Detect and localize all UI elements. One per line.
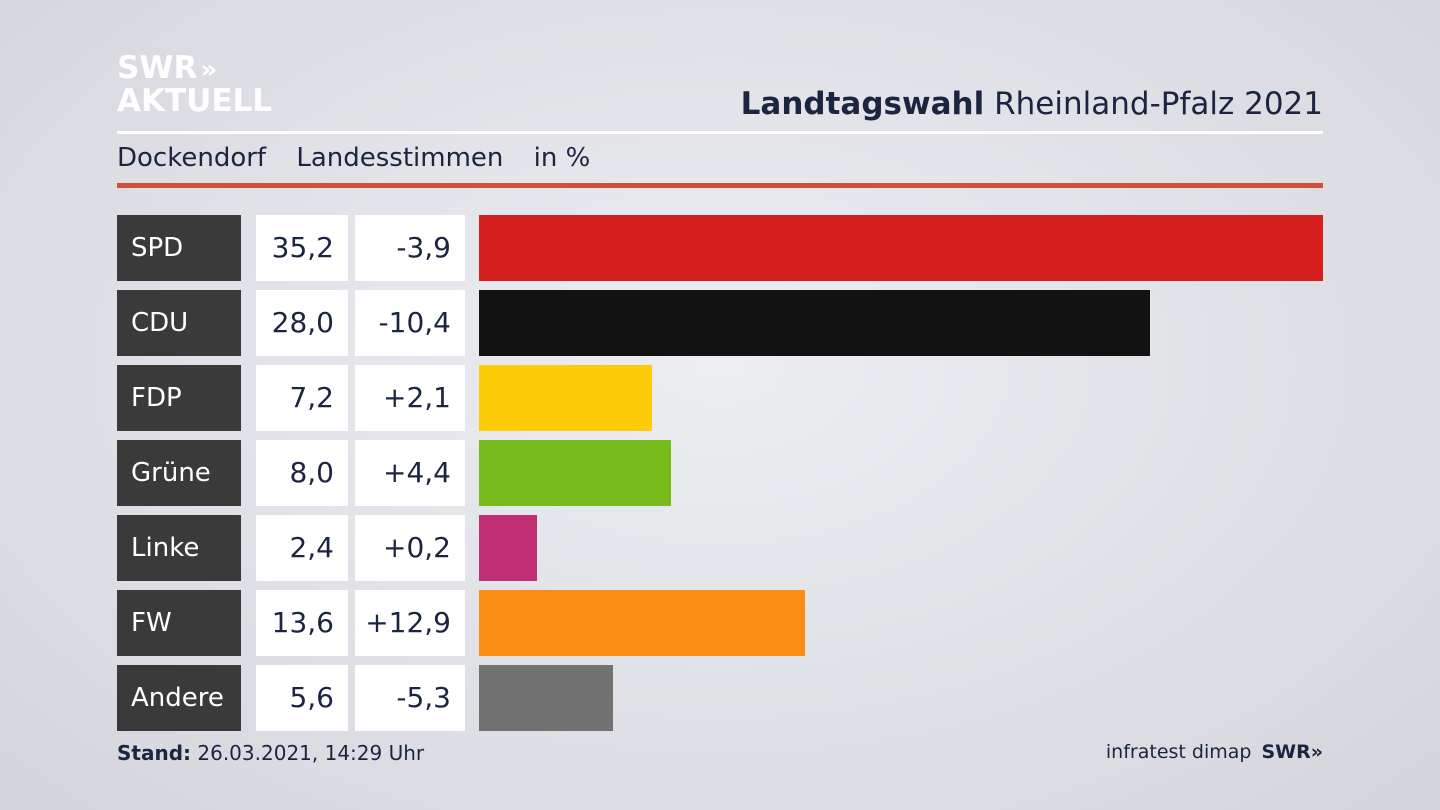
subtitle-unit: in % (533, 143, 591, 173)
subtitle-location: Dockendorf (117, 143, 267, 173)
party-label: Andere (117, 665, 241, 731)
header-divider (117, 131, 1323, 134)
change-label: +12,9 (355, 590, 465, 656)
vote-share-label: 8,0 (256, 440, 348, 506)
title-bold: Landtagswahl (740, 86, 985, 122)
logo-chevron-icon: » (200, 55, 217, 85)
vote-share-label: 5,6 (256, 665, 348, 731)
bar-mark (479, 290, 1150, 356)
result-row: Linke 2,4 +0,2 (117, 515, 1323, 581)
stand-value: 26.03.2021, 14:29 Uhr (197, 741, 425, 765)
vote-share-label: 2,4 (256, 515, 348, 581)
party-label: FW (117, 590, 241, 656)
bar-mark (479, 590, 805, 656)
result-row: FW 13,6 +12,9 (117, 590, 1323, 656)
result-row: Andere 5,6 -5,3 (117, 665, 1323, 731)
vote-share-label: 35,2 (256, 215, 348, 281)
change-label: -3,9 (355, 215, 465, 281)
subtitle-divider (117, 183, 1323, 188)
subtitle-vote-type: Landesstimmen (296, 143, 504, 173)
logo-swr-text: SWR (117, 50, 198, 86)
result-row: SPD 35,2 -3,9 (117, 215, 1323, 281)
party-label: SPD (117, 215, 241, 281)
bar-mark (479, 515, 537, 581)
bar-mark (479, 665, 613, 731)
result-row: Grüne 8,0 +4,4 (117, 440, 1323, 506)
party-label: Linke (117, 515, 241, 581)
logo-aktuell-text: AKTUELL (117, 83, 273, 119)
vote-share-label: 7,2 (256, 365, 348, 431)
bar-mark (479, 365, 652, 431)
source-text: infratest dimap (1105, 741, 1252, 763)
party-label: FDP (117, 365, 241, 431)
timestamp: Stand: 26.03.2021, 14:29 Uhr (117, 741, 424, 765)
title-rest: Rheinland-Pfalz 2021 (994, 86, 1323, 122)
result-row: FDP 7,2 +2,1 (117, 365, 1323, 431)
result-row: CDU 28,0 -10,4 (117, 290, 1323, 356)
stand-label: Stand: (117, 741, 192, 765)
footer-swr-logo: SWR» (1261, 741, 1323, 763)
vote-share-label: 13,6 (256, 590, 348, 656)
source-credit: infratest dimap SWR» (1106, 741, 1323, 763)
change-label: +2,1 (355, 365, 465, 431)
party-label: Grüne (117, 440, 241, 506)
swr-aktuell-logo: SWR» AKTUELL (117, 52, 272, 118)
chart-subtitle: Dockendorf Landesstimmen in % (117, 143, 612, 173)
change-label: -5,3 (355, 665, 465, 731)
change-label: +4,4 (355, 440, 465, 506)
page-title: Landtagswahl Rheinland-Pfalz 2021 (741, 86, 1323, 122)
bar-mark (479, 215, 1323, 281)
bar-mark (479, 440, 671, 506)
party-label: CDU (117, 290, 241, 356)
vote-share-label: 28,0 (256, 290, 348, 356)
change-label: -10,4 (355, 290, 465, 356)
change-label: +0,2 (355, 515, 465, 581)
